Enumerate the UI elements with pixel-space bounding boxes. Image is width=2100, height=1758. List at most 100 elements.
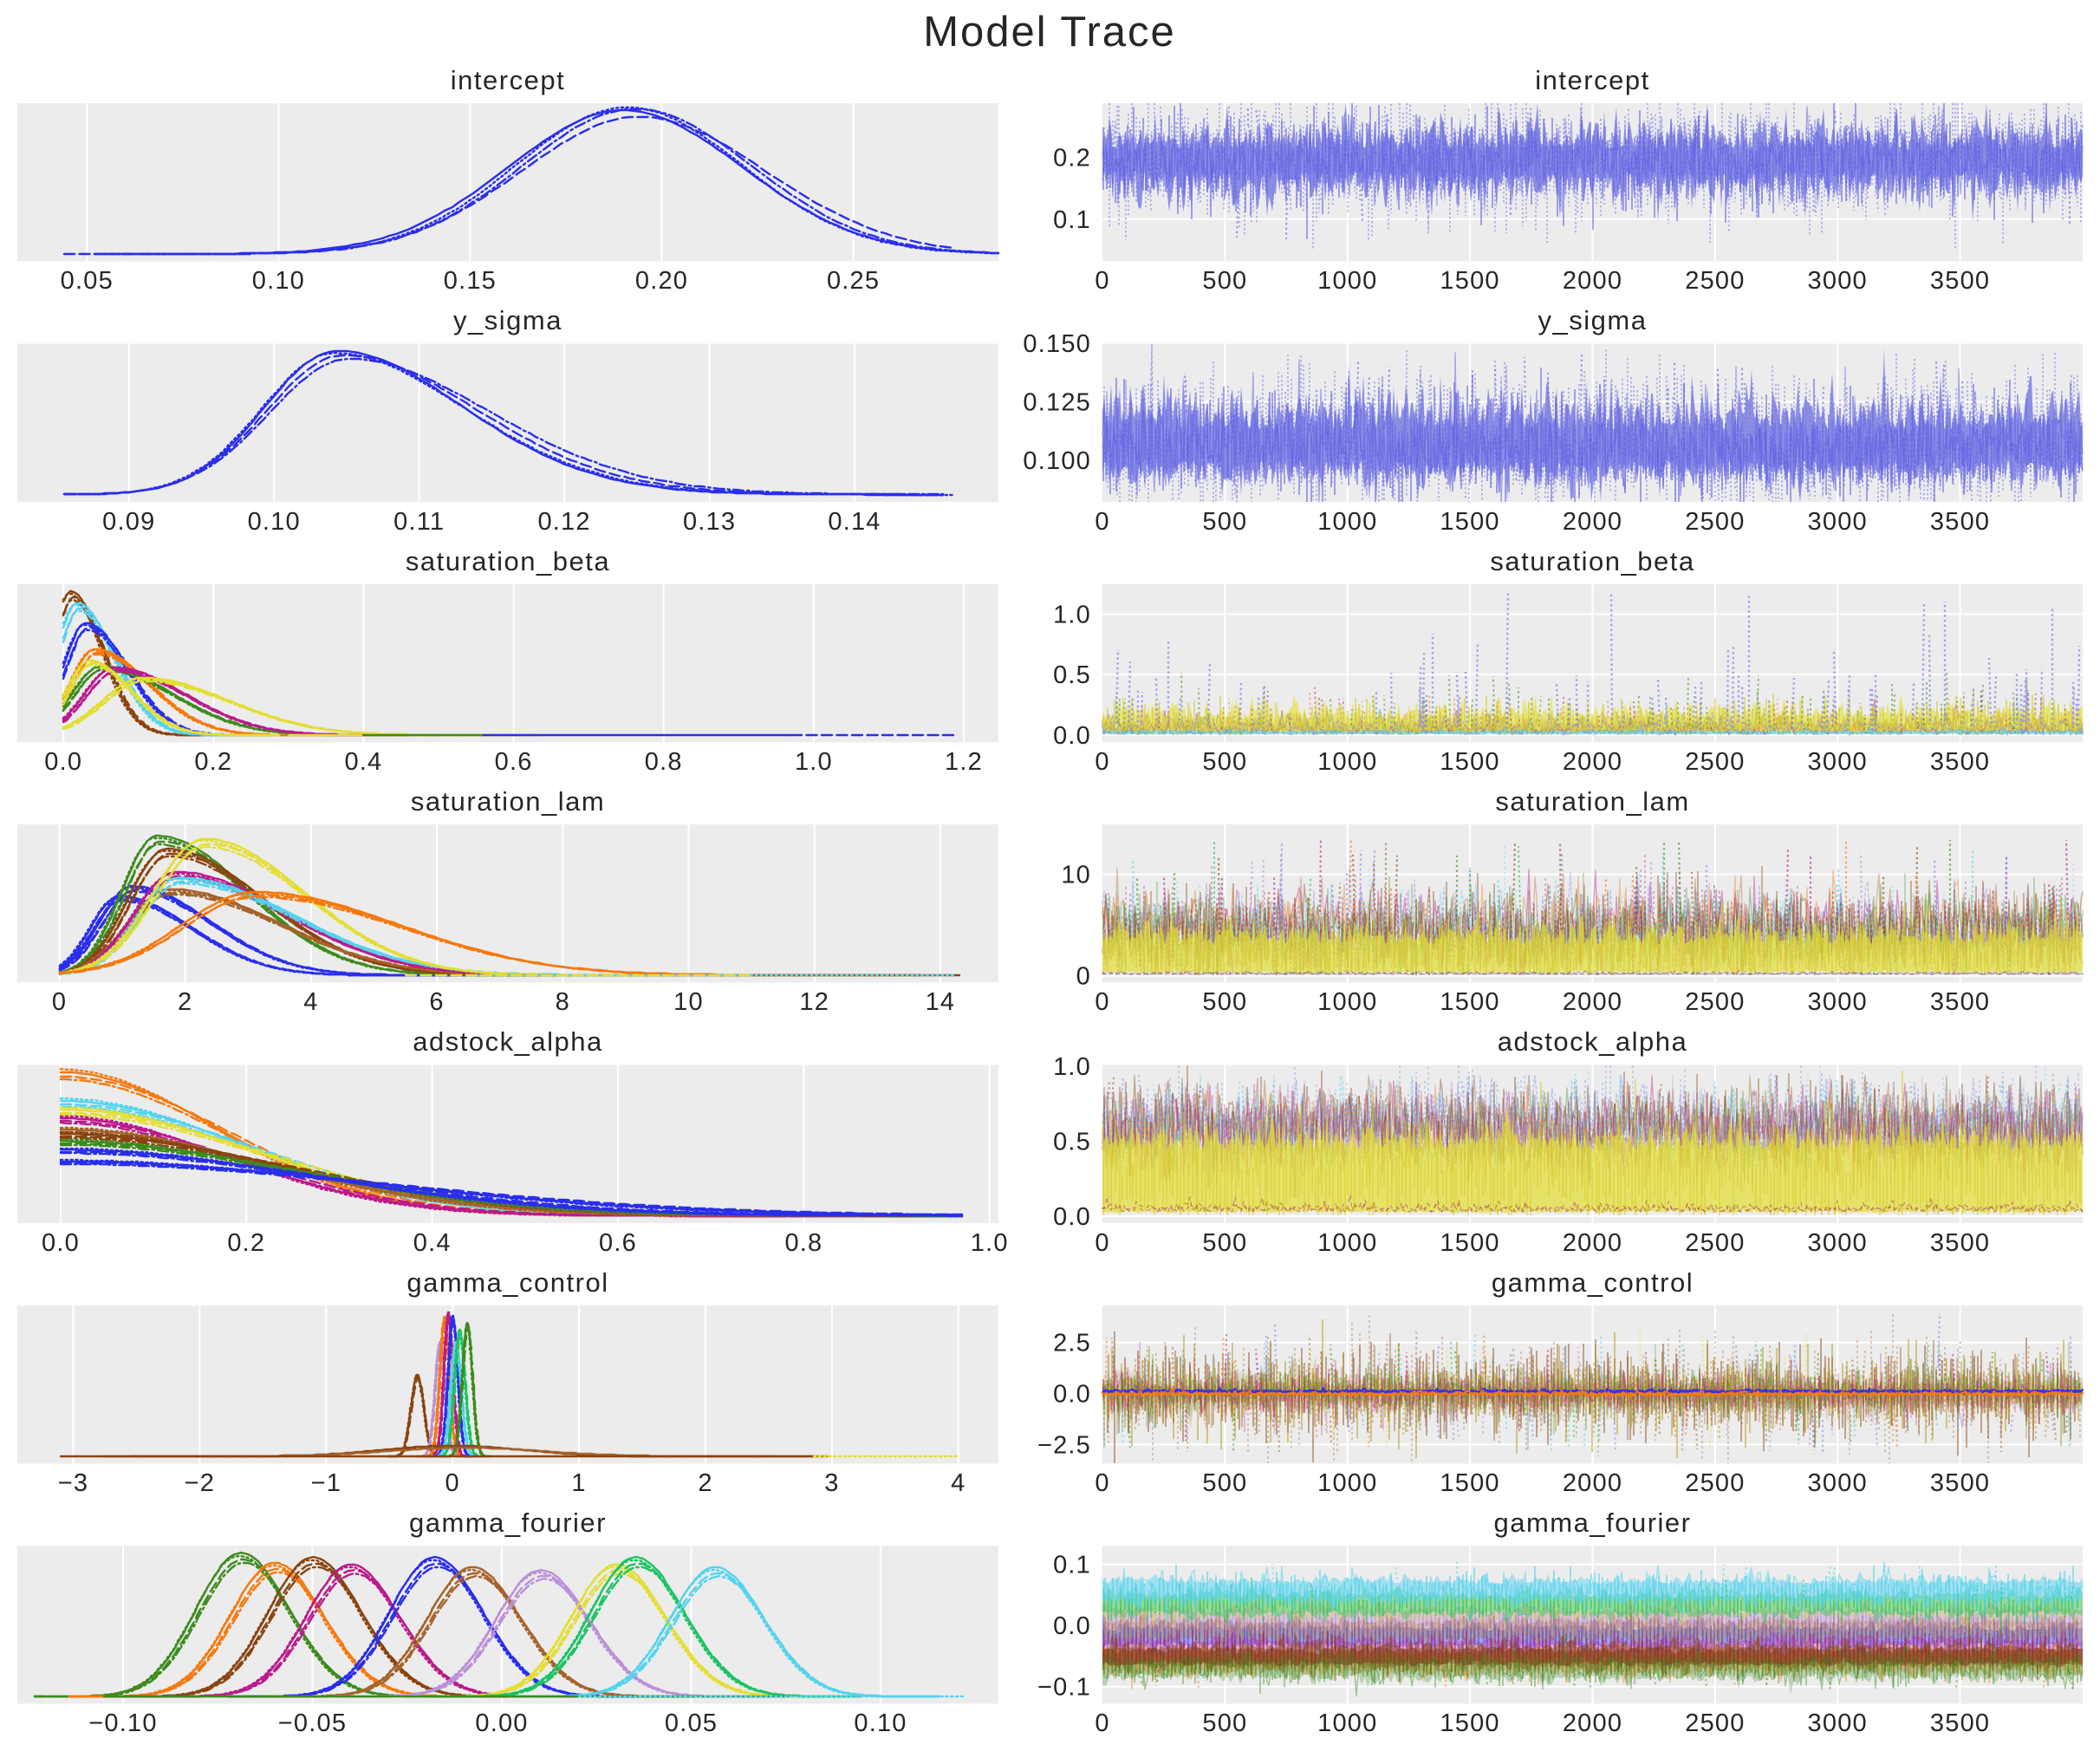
svg-text:500: 500 [1202, 988, 1247, 1016]
svg-text:0.15: 0.15 [444, 267, 497, 295]
svg-text:2000: 2000 [1563, 988, 1622, 1016]
svg-text:1500: 1500 [1440, 508, 1499, 536]
svg-text:1500: 1500 [1440, 1229, 1499, 1257]
svg-text:3000: 3000 [1808, 508, 1868, 536]
svg-text:2000: 2000 [1563, 267, 1622, 295]
svg-text:500: 500 [1202, 748, 1247, 776]
svg-text:0.25: 0.25 [827, 267, 880, 295]
svg-text:1000: 1000 [1317, 508, 1377, 536]
svg-text:1.0: 1.0 [1053, 601, 1091, 628]
svg-text:0.2: 0.2 [194, 748, 232, 776]
svg-text:saturation_beta: saturation_beta [406, 546, 610, 576]
svg-text:3000: 3000 [1808, 1229, 1868, 1257]
svg-text:8: 8 [556, 988, 570, 1016]
svg-text:1.0: 1.0 [795, 748, 833, 776]
svg-text:0: 0 [1095, 1229, 1109, 1257]
svg-text:2000: 2000 [1563, 1709, 1622, 1737]
svg-text:1000: 1000 [1317, 988, 1377, 1016]
svg-text:y_sigma: y_sigma [1538, 305, 1648, 335]
svg-text:3500: 3500 [1930, 267, 1990, 295]
svg-text:6: 6 [429, 988, 444, 1016]
svg-text:gamma_fourier: gamma_fourier [409, 1507, 607, 1538]
svg-text:1500: 1500 [1440, 1709, 1499, 1737]
svg-text:3500: 3500 [1930, 1229, 1990, 1257]
svg-text:2.5: 2.5 [1053, 1330, 1091, 1358]
svg-text:0.05: 0.05 [61, 267, 114, 295]
svg-text:0.1: 0.1 [1053, 206, 1091, 234]
svg-text:0.10: 0.10 [248, 508, 301, 536]
svg-text:0: 0 [445, 1469, 460, 1497]
svg-text:0.125: 0.125 [1023, 389, 1091, 417]
svg-text:4: 4 [303, 988, 318, 1016]
svg-text:10: 10 [1061, 862, 1091, 889]
svg-text:500: 500 [1202, 1229, 1247, 1257]
svg-text:1.0: 1.0 [971, 1229, 1009, 1257]
svg-text:saturation_beta: saturation_beta [1490, 546, 1694, 576]
svg-text:2500: 2500 [1685, 1469, 1745, 1497]
svg-text:0.4: 0.4 [344, 748, 382, 776]
svg-text:0.20: 0.20 [635, 267, 688, 295]
svg-text:3: 3 [824, 1469, 839, 1497]
svg-text:0.10: 0.10 [854, 1709, 907, 1737]
svg-text:0.12: 0.12 [537, 508, 590, 536]
svg-text:0.4: 0.4 [413, 1229, 452, 1257]
svg-text:0.100: 0.100 [1023, 447, 1091, 475]
svg-text:−2.5: −2.5 [1037, 1431, 1091, 1459]
svg-text:intercept: intercept [1535, 65, 1649, 95]
svg-text:2500: 2500 [1685, 988, 1745, 1016]
svg-text:0.0: 0.0 [1053, 1612, 1091, 1640]
svg-text:1500: 1500 [1440, 988, 1499, 1016]
svg-text:0.8: 0.8 [645, 748, 683, 776]
svg-text:−3: −3 [58, 1469, 88, 1497]
svg-text:1000: 1000 [1317, 1229, 1377, 1257]
svg-text:10: 10 [673, 988, 704, 1016]
svg-text:3000: 3000 [1808, 748, 1868, 776]
svg-text:500: 500 [1202, 508, 1247, 536]
svg-text:4: 4 [951, 1469, 965, 1497]
svg-text:0.00: 0.00 [475, 1709, 528, 1737]
svg-text:3000: 3000 [1808, 267, 1868, 295]
svg-text:0.6: 0.6 [599, 1229, 637, 1257]
svg-text:saturation_lam: saturation_lam [1495, 786, 1689, 817]
svg-text:0.2: 0.2 [1053, 145, 1091, 173]
svg-text:0.0: 0.0 [42, 1229, 80, 1257]
svg-text:0.1: 0.1 [1053, 1552, 1091, 1579]
svg-text:3500: 3500 [1930, 988, 1990, 1016]
svg-text:3500: 3500 [1930, 1469, 1990, 1497]
svg-text:2500: 2500 [1685, 508, 1745, 536]
svg-text:1.0: 1.0 [1053, 1053, 1091, 1081]
svg-text:2000: 2000 [1563, 1469, 1622, 1497]
svg-text:1500: 1500 [1440, 1469, 1499, 1497]
svg-text:−2: −2 [185, 1469, 215, 1497]
svg-text:adstock_alpha: adstock_alpha [413, 1026, 602, 1057]
svg-text:2000: 2000 [1563, 1229, 1622, 1257]
svg-text:Model Trace: Model Trace [923, 9, 1176, 55]
svg-text:−1: −1 [311, 1469, 341, 1497]
svg-text:0.10: 0.10 [252, 267, 305, 295]
svg-text:1.2: 1.2 [945, 748, 983, 776]
svg-text:adstock_alpha: adstock_alpha [1498, 1026, 1687, 1057]
svg-text:gamma_control: gamma_control [1492, 1267, 1694, 1298]
svg-text:3000: 3000 [1808, 988, 1868, 1016]
svg-text:intercept: intercept [451, 65, 565, 95]
svg-text:gamma_control: gamma_control [406, 1267, 608, 1298]
svg-text:3000: 3000 [1808, 1709, 1868, 1737]
svg-text:0: 0 [1095, 508, 1109, 536]
svg-text:0.5: 0.5 [1053, 1129, 1091, 1156]
svg-text:1000: 1000 [1317, 267, 1377, 295]
svg-text:500: 500 [1202, 1469, 1247, 1497]
svg-text:0: 0 [1095, 1709, 1109, 1737]
svg-text:1000: 1000 [1317, 748, 1377, 776]
svg-text:0.8: 0.8 [784, 1229, 822, 1257]
svg-text:2000: 2000 [1563, 508, 1622, 536]
svg-text:0.09: 0.09 [102, 508, 155, 536]
svg-text:0.6: 0.6 [495, 748, 533, 776]
svg-text:1000: 1000 [1317, 1709, 1377, 1737]
svg-text:0: 0 [1095, 1469, 1109, 1497]
svg-text:0.05: 0.05 [665, 1709, 718, 1737]
svg-text:0.5: 0.5 [1053, 661, 1091, 689]
svg-text:2500: 2500 [1685, 1709, 1745, 1737]
svg-text:0.150: 0.150 [1023, 330, 1091, 358]
svg-text:0.14: 0.14 [828, 508, 881, 536]
svg-text:0.0: 0.0 [1053, 1203, 1091, 1231]
